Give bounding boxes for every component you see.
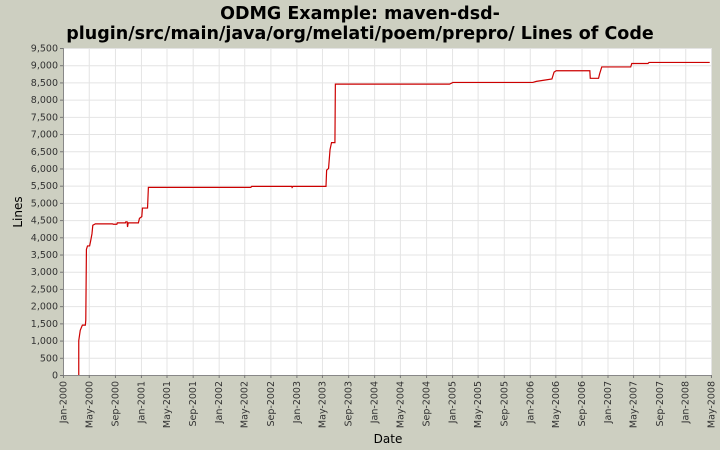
y-tick-label: 3,000 (31, 267, 58, 278)
x-tick-label: Sep-2001 (188, 381, 199, 427)
y-tick-label: 9,500 (31, 44, 58, 55)
axes (63, 48, 711, 376)
series-group (78, 61, 710, 375)
y-tick-label: 4,500 (31, 216, 58, 227)
x-tick-label: May-2004 (395, 381, 406, 428)
y-tick-label: 5,500 (31, 181, 58, 192)
x-tick-label: May-2005 (473, 381, 484, 428)
x-tick-label: Jan-2004 (370, 381, 381, 424)
y-axis-ticks: 0 500 1,000 1,500 2,000 2,500 3,000 3,500 4,000 4… (31, 44, 63, 382)
x-tick-label: Sep-2002 (266, 381, 277, 427)
x-axis-label: Date (374, 432, 403, 446)
x-tick-label: Sep-2004 (422, 381, 433, 427)
y-tick-label: 5,000 (31, 198, 58, 209)
y-tick-label: 6,500 (31, 147, 58, 158)
x-tick-label: Jan-2005 (448, 381, 459, 424)
y-tick-label: 4,000 (31, 233, 58, 244)
x-tick-label: Jan-2002 (214, 381, 225, 424)
x-tick-label: Jan-2008 (681, 381, 692, 424)
x-tick-label: Sep-2006 (577, 381, 588, 427)
x-tick-label: Jan-2000 (59, 381, 70, 424)
x-tick-label: Sep-2007 (655, 381, 666, 427)
x-tick-label: May-2000 (84, 381, 95, 428)
x-tick-label: Jan-2003 (292, 381, 303, 424)
grid (63, 48, 712, 376)
chart-title-line-1: ODMG Example: maven-dsd- (220, 4, 500, 24)
x-tick-label: Jan-2006 (525, 381, 536, 424)
x-tick-label: May-2008 (707, 381, 718, 428)
y-tick-label: 8,500 (31, 78, 58, 89)
plot-area (63, 48, 711, 375)
x-tick-label: Sep-2003 (344, 381, 355, 427)
x-tick-label: Sep-2000 (110, 381, 121, 427)
x-tick-label: May-2001 (162, 381, 173, 428)
y-tick-label: 3,500 (31, 250, 58, 261)
x-tick-label: May-2003 (317, 381, 328, 428)
x-tick-label: May-2002 (240, 381, 251, 428)
y-axis-label: Lines (11, 196, 25, 227)
y-tick-label: 1,000 (31, 336, 58, 347)
y-tick-label: 0 (52, 371, 58, 382)
x-axis-ticks: Jan-2000 May-2000 Sep-2000 Jan-2001 May-2001… (59, 375, 718, 428)
y-tick-label: 2,500 (31, 284, 58, 295)
chart-title-line-2: plugin/src/main/java/org/melati/poem/pre… (66, 24, 654, 44)
x-tick-label: May-2006 (551, 381, 562, 428)
y-tick-label: 9,000 (31, 61, 58, 72)
x-tick-label: Jan-2001 (136, 381, 147, 424)
y-tick-label: 7,500 (31, 112, 58, 123)
y-tick-label: 500 (40, 353, 58, 364)
x-tick-label: May-2007 (629, 381, 640, 428)
y-tick-label: 1,500 (31, 319, 58, 330)
y-tick-label: 2,000 (31, 302, 58, 313)
y-tick-label: 8,000 (31, 95, 58, 106)
series-line (78, 61, 710, 375)
y-tick-label: 6,000 (31, 164, 58, 175)
x-tick-label: Jan-2007 (603, 381, 614, 424)
x-tick-label: Sep-2005 (499, 381, 510, 427)
y-tick-label: 7,000 (31, 130, 58, 141)
